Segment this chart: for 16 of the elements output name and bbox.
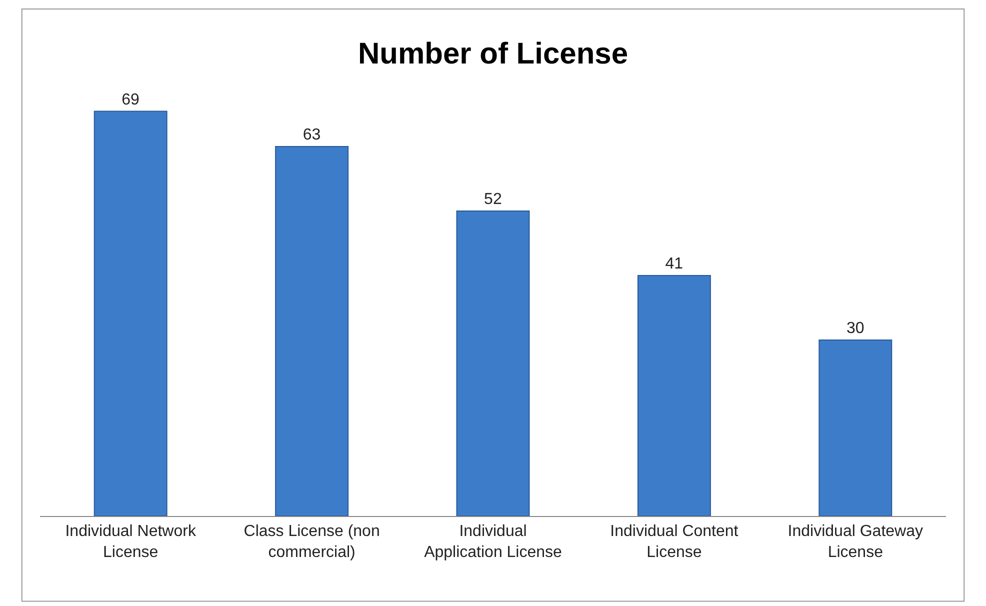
data-label: 30 bbox=[846, 320, 864, 338]
bar bbox=[94, 110, 168, 516]
bar bbox=[818, 340, 892, 516]
x-tick-label: Individual Gateway License bbox=[788, 523, 923, 561]
x-tick-label: Individual Content License bbox=[610, 523, 739, 561]
chart-title: Number of License bbox=[358, 37, 628, 70]
bar bbox=[637, 275, 711, 516]
x-tick-label: Individual Application License bbox=[424, 523, 562, 561]
data-label: 52 bbox=[484, 191, 502, 208]
bar bbox=[275, 146, 349, 516]
data-label: 63 bbox=[302, 126, 321, 144]
bar bbox=[456, 210, 530, 516]
data-label: 69 bbox=[122, 91, 140, 108]
x-tick-label: Class License (non commercial) bbox=[244, 523, 380, 561]
data-label: 41 bbox=[665, 256, 684, 273]
x-tick-label: Individual Network License bbox=[65, 523, 197, 561]
